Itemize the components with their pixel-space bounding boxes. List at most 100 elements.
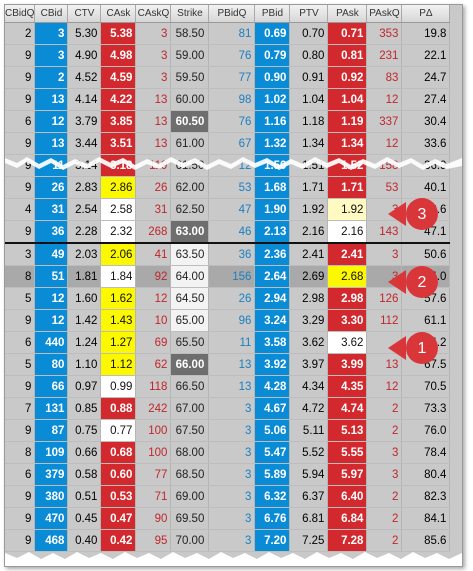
cell-ptv[interactable]: 0.91 xyxy=(289,66,329,89)
cell-ptv[interactable]: 7.25 xyxy=(289,529,329,552)
cell-pbid[interactable]: 7.20 xyxy=(254,529,291,552)
cell-paskq[interactable]: 2 xyxy=(366,419,403,442)
cell-cbidq[interactable]: 9 xyxy=(5,44,36,67)
cell-cbidq[interactable]: 9 xyxy=(5,176,36,199)
option-row[interactable]: 9 3 4.90 4.98 3 59.00 76 0.79 0.80 0.81 231 22.1 xyxy=(5,44,451,67)
cell-caskq[interactable]: 268 xyxy=(135,220,172,244)
cell-pdelta[interactable]: 73.3 xyxy=(401,397,451,420)
cell-pbid[interactable]: 6.32 xyxy=(254,485,291,508)
cell-cbidq[interactable]: 2 xyxy=(5,22,36,45)
cell-paskq[interactable]: 3 xyxy=(366,441,403,464)
cell-pdelta[interactable]: 70.5 xyxy=(401,375,451,398)
cell-cbid[interactable]: 468 xyxy=(34,529,69,552)
cell-ctv[interactable]: 2.54 xyxy=(67,198,102,221)
cell-caskq[interactable]: 13 xyxy=(135,132,172,155)
cell-pask[interactable]: 0.92 xyxy=(327,66,368,89)
cell-ptv[interactable]: 6.81 xyxy=(289,507,329,530)
cell-strike[interactable]: 60.50 xyxy=(170,110,210,133)
cell-ctv[interactable]: 2.03 xyxy=(67,243,102,266)
cell-pbid[interactable]: 4.28 xyxy=(254,375,291,398)
cell-paskq[interactable]: 337 xyxy=(366,110,403,133)
cell-caskq[interactable]: 100 xyxy=(135,441,172,464)
cell-cbidq[interactable]: 5 xyxy=(5,353,36,376)
cell-pask[interactable]: 5.13 xyxy=(327,419,368,442)
cell-pask[interactable]: 1.04 xyxy=(327,88,368,111)
cell-cask[interactable]: 4.22 xyxy=(100,88,137,111)
cell-cbidq[interactable]: 9 xyxy=(5,66,36,89)
cell-pbidq[interactable]: 26 xyxy=(208,287,256,310)
cell-cask[interactable]: 0.68 xyxy=(100,441,137,464)
cell-ctv[interactable]: 1.42 xyxy=(67,309,102,332)
cell-pask[interactable]: 4.35 xyxy=(327,375,368,398)
cell-ctv[interactable]: 1.60 xyxy=(67,287,102,310)
cell-pbid[interactable]: 6.76 xyxy=(254,507,291,530)
cell-ptv[interactable]: 2.98 xyxy=(289,287,329,310)
cell-strike[interactable]: 68.50 xyxy=(170,463,210,486)
cell-ctv[interactable]: 0.75 xyxy=(67,419,102,442)
option-row[interactable]: 3 49 2.03 2.06 41 63.50 36 2.36 2.41 2.41 3 50.6 xyxy=(5,243,451,266)
option-row[interactable]: 9 468 0.40 0.42 95 70.00 3 7.20 7.25 7.28 2 85.6 xyxy=(5,529,451,552)
cell-cask[interactable]: 1.84 xyxy=(100,265,137,288)
cell-paskq[interactable]: 126 xyxy=(366,287,403,310)
cell-ptv[interactable]: 0.80 xyxy=(289,44,329,67)
column-header-pask[interactable]: PAsk xyxy=(327,5,368,23)
option-row[interactable]: 9 470 0.45 0.47 90 69.50 3 6.76 6.81 6.84 2 84.1 xyxy=(5,507,451,530)
cell-strike[interactable]: 62.00 xyxy=(170,176,210,199)
cell-cbidq[interactable]: 9 xyxy=(5,132,36,155)
cell-strike[interactable]: 63.50 xyxy=(170,243,210,266)
cell-ptv[interactable]: 1.92 xyxy=(289,198,329,221)
cell-strike[interactable]: 63.00 xyxy=(170,220,210,244)
cell-caskq[interactable]: 13 xyxy=(135,110,172,133)
cell-pbid[interactable]: 2.36 xyxy=(254,243,291,266)
cell-cask[interactable]: 3.51 xyxy=(100,132,137,155)
cell-cbid[interactable]: 2 xyxy=(34,66,69,89)
cell-cbid[interactable]: 26 xyxy=(34,176,69,199)
cell-cbidq[interactable]: 8 xyxy=(5,265,36,288)
cell-cask[interactable]: 1.27 xyxy=(100,331,137,354)
cell-ptv[interactable]: 3.29 xyxy=(289,309,329,332)
option-row[interactable]: 9 26 2.83 2.86 26 62.00 53 1.68 1.71 1.71 53 40.1 xyxy=(5,176,451,199)
cell-pask[interactable]: 2.68 xyxy=(327,265,368,288)
cell-cbid[interactable]: 36 xyxy=(34,220,69,244)
cell-paskq[interactable]: 143 xyxy=(366,220,403,244)
cell-ptv[interactable]: 1.18 xyxy=(289,110,329,133)
cell-ptv[interactable]: 1.34 xyxy=(289,132,329,155)
cell-cbidq[interactable]: 9 xyxy=(5,419,36,442)
cell-pbidq[interactable]: 81 xyxy=(208,22,256,45)
cell-pbidq[interactable]: 98 xyxy=(208,88,256,111)
cell-cbidq[interactable]: 8 xyxy=(5,441,36,464)
cell-cbid[interactable]: 51 xyxy=(34,265,69,288)
cell-strike[interactable]: 64.50 xyxy=(170,287,210,310)
option-row[interactable]: 9 13 3.44 3.51 13 61.00 67 1.32 1.34 1.34 12 33.6 xyxy=(5,132,451,155)
cell-cask[interactable]: 0.47 xyxy=(100,507,137,530)
cell-ctv[interactable]: 0.58 xyxy=(67,463,102,486)
cell-pask[interactable]: 5.97 xyxy=(327,463,368,486)
column-header-ptv[interactable]: PTV xyxy=(289,5,329,23)
cell-pbidq[interactable]: 36 xyxy=(208,243,256,266)
cell-pbid[interactable]: 2.94 xyxy=(254,287,291,310)
cell-cbidq[interactable]: 7 xyxy=(5,397,36,420)
cell-paskq[interactable]: 12 xyxy=(366,132,403,155)
cell-ptv[interactable]: 1.04 xyxy=(289,88,329,111)
cell-ptv[interactable]: 2.69 xyxy=(289,265,329,288)
cell-caskq[interactable]: 77 xyxy=(135,463,172,486)
cell-cbid[interactable]: 380 xyxy=(34,485,69,508)
cell-cbid[interactable]: 13 xyxy=(34,132,69,155)
column-header-paskq[interactable]: PAskQ xyxy=(366,5,403,23)
cell-pask[interactable]: 1.71 xyxy=(327,176,368,199)
cell-cbid[interactable]: 80 xyxy=(34,353,69,376)
cell-ptv[interactable]: 5.52 xyxy=(289,441,329,464)
cell-pbid[interactable]: 0.69 xyxy=(254,22,291,45)
cell-pbidq[interactable]: 3 xyxy=(208,397,256,420)
cell-pbid[interactable]: 3.24 xyxy=(254,309,291,332)
cell-paskq[interactable]: 2 xyxy=(366,507,403,530)
cell-cbid[interactable]: 12 xyxy=(34,309,69,332)
cell-cask[interactable]: 0.99 xyxy=(100,375,137,398)
cell-pbidq[interactable]: 76 xyxy=(208,110,256,133)
column-header-caskq[interactable]: CAskQ xyxy=(135,5,172,23)
column-header-ctv[interactable]: CTV xyxy=(67,5,102,23)
cell-cbidq[interactable]: 9 xyxy=(5,507,36,530)
cell-pdelta[interactable]: 80.4 xyxy=(401,463,451,486)
cell-pdelta[interactable]: 22.1 xyxy=(401,44,451,67)
cell-pbidq[interactable]: 76 xyxy=(208,44,256,67)
